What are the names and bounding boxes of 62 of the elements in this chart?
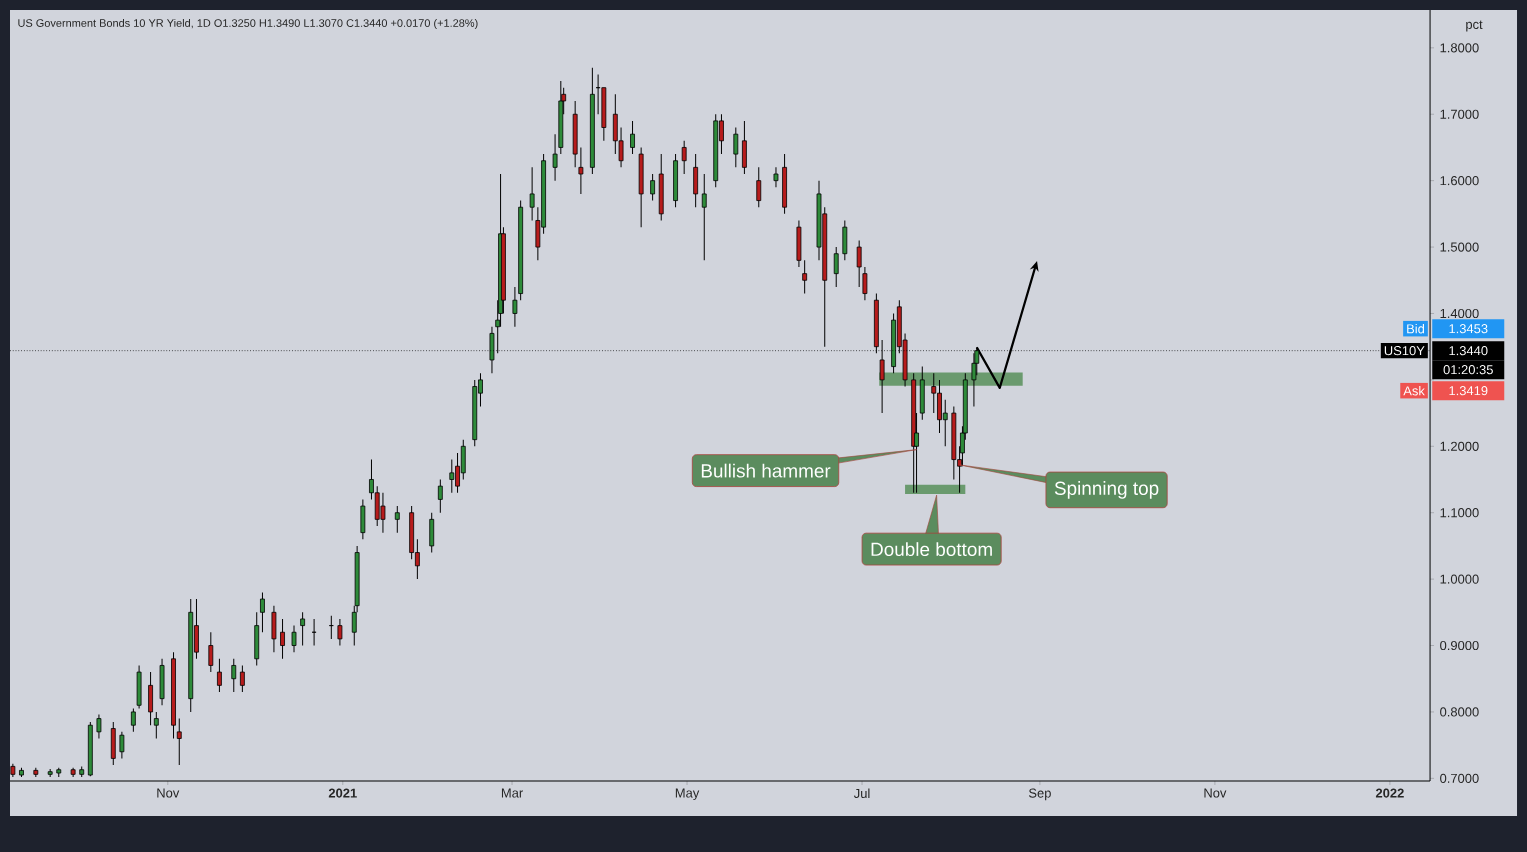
candlestick	[260, 591, 265, 633]
x-tick-label: Mar	[501, 788, 523, 798]
candlestick	[756, 166, 762, 208]
x-tick-label: 2022	[1375, 788, 1404, 798]
candlestick	[701, 173, 707, 261]
candlestick	[337, 618, 343, 647]
y-tick-label: 0.7000	[1440, 773, 1479, 783]
candlestick	[681, 140, 687, 175]
candlestick	[130, 708, 136, 733]
candlestick	[119, 731, 125, 759]
candlestick	[862, 266, 868, 301]
y-tick-label: 0.8000	[1440, 707, 1479, 717]
x-tick-label: Nov	[1204, 788, 1227, 798]
candlestick	[856, 239, 862, 288]
candlestick	[394, 505, 400, 534]
candlestick	[96, 714, 102, 739]
candlestick	[773, 166, 779, 188]
candlestick	[578, 146, 584, 195]
y-tick-label: 1.2000	[1440, 441, 1479, 451]
y-axis-title: pct	[1466, 20, 1483, 32]
candlestick	[802, 259, 808, 295]
candlestick	[630, 120, 635, 155]
candlestick	[217, 658, 222, 693]
candlestick	[176, 718, 182, 766]
y-tick-label: 1.4000	[1440, 308, 1479, 319]
text: 1.3440	[1449, 346, 1488, 356]
annotation: Ask	[1403, 385, 1425, 396]
text: US Government Bonds 10 YR Yield, 1D O1.3250 H1.3490 L1.3070 C1.3440 +0.0170 (+1.28%)	[18, 18, 478, 30]
y-tick-label: 1.0000	[1440, 574, 1479, 584]
candlestick	[733, 127, 739, 168]
text: 1.3419	[1449, 386, 1488, 396]
text: 1.3453	[1449, 324, 1488, 334]
candlestick	[231, 658, 237, 693]
y-tick-label: 1.8000	[1440, 43, 1479, 53]
ref-line-label: US10Y	[1384, 346, 1425, 356]
x-tick-label: Sep	[1028, 788, 1051, 801]
annotation: Bid	[1407, 323, 1425, 334]
x-tick-label: Nov	[157, 788, 180, 798]
y-tick-label: 0.9000	[1440, 640, 1479, 651]
candlestick	[239, 664, 245, 693]
candlestick	[650, 173, 656, 202]
y-tick-label: 1.1000	[1440, 508, 1479, 518]
candlestick	[552, 133, 558, 182]
candlestick	[291, 625, 297, 653]
annotation: Double bottom	[871, 542, 992, 557]
candlestick	[437, 479, 443, 514]
x-tick-label: 2021	[328, 788, 357, 798]
annotation: Bullish hammer	[701, 463, 831, 478]
candlestick	[529, 166, 535, 221]
x-tick-label: Jul	[853, 788, 870, 799]
y-tick-label: 1.5000	[1440, 242, 1479, 252]
y-tick-label: 1.7000	[1440, 109, 1479, 119]
candlestick	[153, 711, 159, 739]
text: 01:20:35	[1443, 365, 1493, 375]
candlestick	[280, 618, 285, 660]
candlestick	[833, 246, 839, 288]
annotation: Spinning top	[1054, 481, 1159, 499]
x-tick-label: May	[675, 788, 700, 801]
candlestick	[208, 631, 214, 673]
candlestick	[512, 286, 518, 328]
candlestick	[300, 611, 306, 647]
y-tick-label: 1.6000	[1440, 176, 1479, 186]
